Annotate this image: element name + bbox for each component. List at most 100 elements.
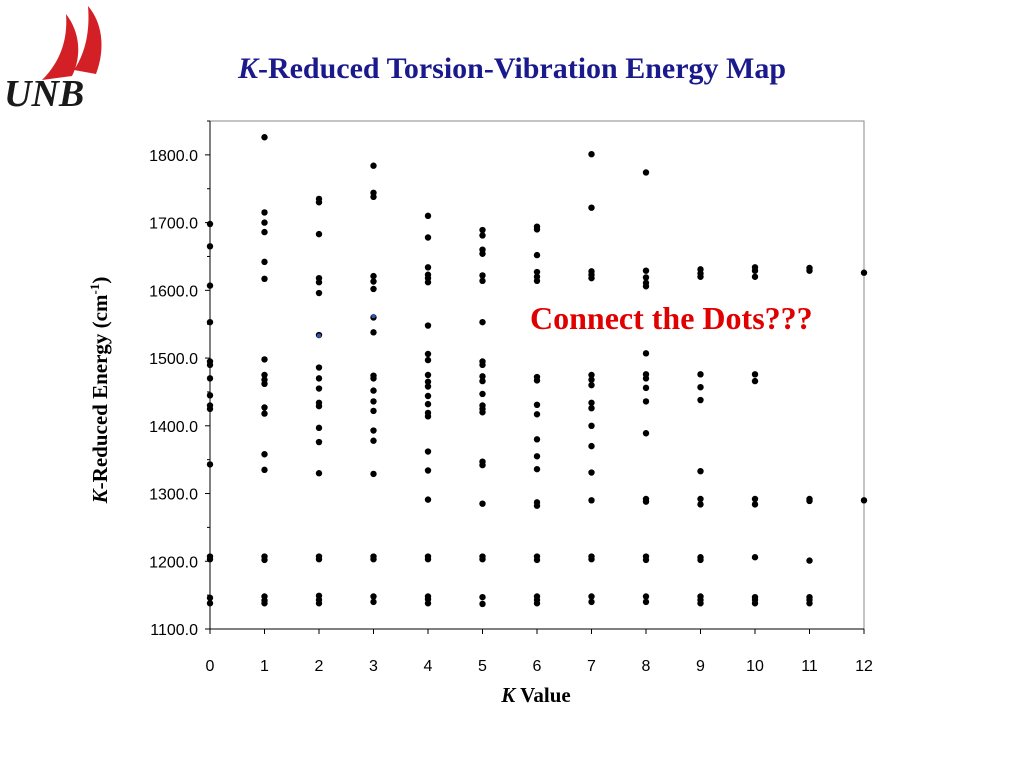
data-point <box>533 268 541 276</box>
data-point <box>479 226 486 234</box>
data-point <box>860 497 868 504</box>
x-tick-label: 9 <box>696 658 705 675</box>
y-tick-label: 1800.0 <box>149 148 198 165</box>
data-point <box>860 269 868 276</box>
data-point <box>588 204 595 211</box>
data-point <box>261 410 268 417</box>
data-point <box>533 436 541 443</box>
data-point <box>806 264 813 272</box>
x-tick-label: 12 <box>855 658 873 675</box>
unb-logo: UNB <box>4 6 102 115</box>
data-point <box>315 195 323 203</box>
data-point <box>424 409 432 417</box>
data-point <box>588 404 595 412</box>
data-point <box>206 553 214 560</box>
data-point <box>424 400 432 408</box>
data-point <box>588 442 595 450</box>
data-point <box>261 258 268 266</box>
xlabel-text: Value <box>515 683 571 707</box>
data-point <box>533 593 541 600</box>
data-point <box>206 243 214 250</box>
y-tick-label: 1100.0 <box>150 622 198 639</box>
data-point <box>642 371 650 378</box>
data-point <box>424 234 432 241</box>
data-point <box>588 593 595 600</box>
x-tick-label: 6 <box>533 658 542 675</box>
data-point <box>751 495 759 503</box>
data-point <box>533 223 541 230</box>
ylabel-text: -Reduced Energy (cm <box>88 294 112 490</box>
data-point <box>642 279 650 287</box>
data-point <box>206 220 214 228</box>
data-point <box>370 553 377 560</box>
ylabel-close: ) <box>88 276 112 284</box>
data-point <box>315 399 323 406</box>
data-point <box>479 277 486 285</box>
title-text: -Reduced Torsion-Vibration Energy Map <box>257 52 787 85</box>
xlabel-italic-k: K <box>501 683 516 707</box>
data-point <box>370 593 377 600</box>
x-tick-label: 3 <box>369 658 378 675</box>
data-point <box>424 350 432 358</box>
data-point <box>479 373 486 380</box>
data-point <box>424 356 432 364</box>
data-point <box>261 376 268 383</box>
data-point <box>642 169 650 176</box>
data-point <box>370 278 377 285</box>
data-point <box>206 461 214 468</box>
data-point <box>206 318 214 326</box>
data-point <box>370 272 377 280</box>
data-point <box>479 358 486 365</box>
data-point <box>424 212 432 220</box>
data-point <box>751 501 759 508</box>
x-tick-label: 7 <box>587 658 596 675</box>
data-point <box>588 598 595 606</box>
x-tick-label: 8 <box>642 658 651 675</box>
data-point <box>370 372 377 379</box>
data-point <box>206 375 214 382</box>
data-point <box>424 467 432 474</box>
data-point <box>206 282 214 289</box>
data-point <box>642 598 650 606</box>
y-ticks: 1100.0 1200.0 1300.0 1400.0 1500.0 1600.0 1700… <box>149 120 210 639</box>
data-point <box>751 554 759 561</box>
data-point-highlight <box>316 333 322 338</box>
data-point <box>206 392 214 399</box>
data-point <box>697 396 704 404</box>
x-axis-label: K Value <box>501 683 570 708</box>
data-point <box>751 593 759 601</box>
data-point <box>370 398 377 405</box>
data-point <box>370 437 377 444</box>
data-point <box>588 553 595 560</box>
data-point <box>315 230 323 238</box>
data-point <box>479 232 486 239</box>
data-point <box>697 554 704 561</box>
data-point <box>642 267 650 274</box>
data-point <box>642 384 650 392</box>
data-point <box>697 495 704 503</box>
data-point <box>533 411 541 418</box>
y-tick-label: 1200.0 <box>149 554 198 571</box>
data-point <box>642 430 650 437</box>
data-point <box>479 458 486 465</box>
y-tick-label: 1400.0 <box>149 419 198 436</box>
data-point <box>697 383 704 391</box>
data-point <box>479 246 486 253</box>
data-point <box>424 448 432 455</box>
data-point <box>806 495 813 503</box>
data-point <box>315 553 323 560</box>
data-point <box>370 598 377 606</box>
data-point <box>806 593 813 601</box>
data-point <box>315 470 323 477</box>
data-point <box>588 371 595 379</box>
x-tick-label: 0 <box>206 658 215 675</box>
data-point <box>261 228 268 236</box>
data-point <box>315 424 323 432</box>
data-point <box>424 553 432 560</box>
data-point <box>533 465 541 473</box>
data-point <box>642 495 650 503</box>
x-tick-label: 10 <box>746 658 764 675</box>
data-point <box>261 466 268 474</box>
x-tick-label: 5 <box>478 658 487 675</box>
data-point <box>315 289 323 297</box>
